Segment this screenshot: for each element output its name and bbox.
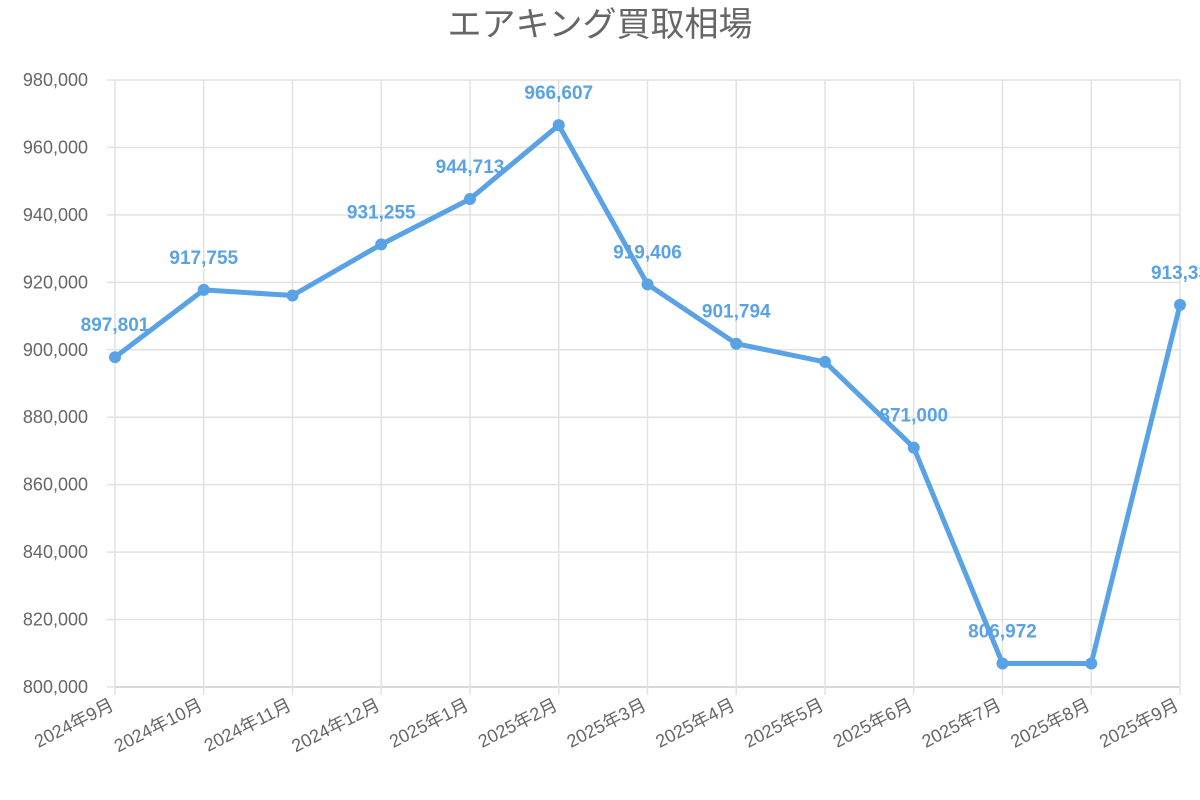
x-tick-label: 2025年5月 [741,695,827,752]
y-tick-label: 900,000 [23,340,88,360]
data-point [464,192,476,205]
data-point [375,238,388,251]
data-point [1085,657,1098,670]
data-label: 901,794 [702,302,771,323]
x-tick-label: 2025年4月 [652,695,738,752]
x-tick-label: 2025年1月 [386,695,472,752]
data-point [286,289,299,302]
x-tick-label: 2024年10月 [111,695,206,756]
data-label: 871,000 [879,406,948,427]
x-tick-label: 2025年8月 [1007,695,1093,752]
x-tick-label: 2025年6月 [830,695,916,752]
y-tick-label: 800,000 [23,677,88,697]
x-tick-label: 2025年2月 [475,695,561,752]
data-label: 897,801 [81,315,150,336]
data-label: 919,406 [613,242,682,263]
y-tick-label: 920,000 [23,272,88,292]
x-tick-label: 2025年9月 [1096,695,1182,752]
y-tick-label: 960,000 [23,137,88,157]
data-point [730,337,743,350]
data-label: 913,33 [1151,263,1200,284]
y-tick-label: 940,000 [23,205,88,225]
data-point [1174,298,1186,311]
data-label: 966,607 [524,83,593,104]
y-tick-label: 880,000 [23,407,88,427]
y-tick-label: 980,000 [23,70,88,90]
chart-title: エアキング買取相場 [448,6,753,44]
data-point [996,657,1009,670]
data-point [907,441,920,454]
x-tick-label: 2025年3月 [564,695,650,752]
y-tick-label: 840,000 [23,542,88,562]
data-point [641,278,654,291]
y-tick-label: 820,000 [23,610,88,630]
data-point [109,351,121,364]
x-tick-label: 2024年9月 [31,695,117,752]
data-label: 806,972 [968,621,1037,642]
x-tick-label: 2025年7月 [919,695,1005,752]
data-label: 931,255 [347,202,416,223]
data-label: 944,713 [436,157,505,178]
x-tick-label: 2024年11月 [201,695,294,756]
data-label: 917,755 [169,248,238,269]
data-point [552,119,565,132]
y-tick-label: 860,000 [23,475,88,495]
x-tick-label: 2024年12月 [288,695,383,756]
data-point [819,355,831,368]
data-point [197,283,210,296]
